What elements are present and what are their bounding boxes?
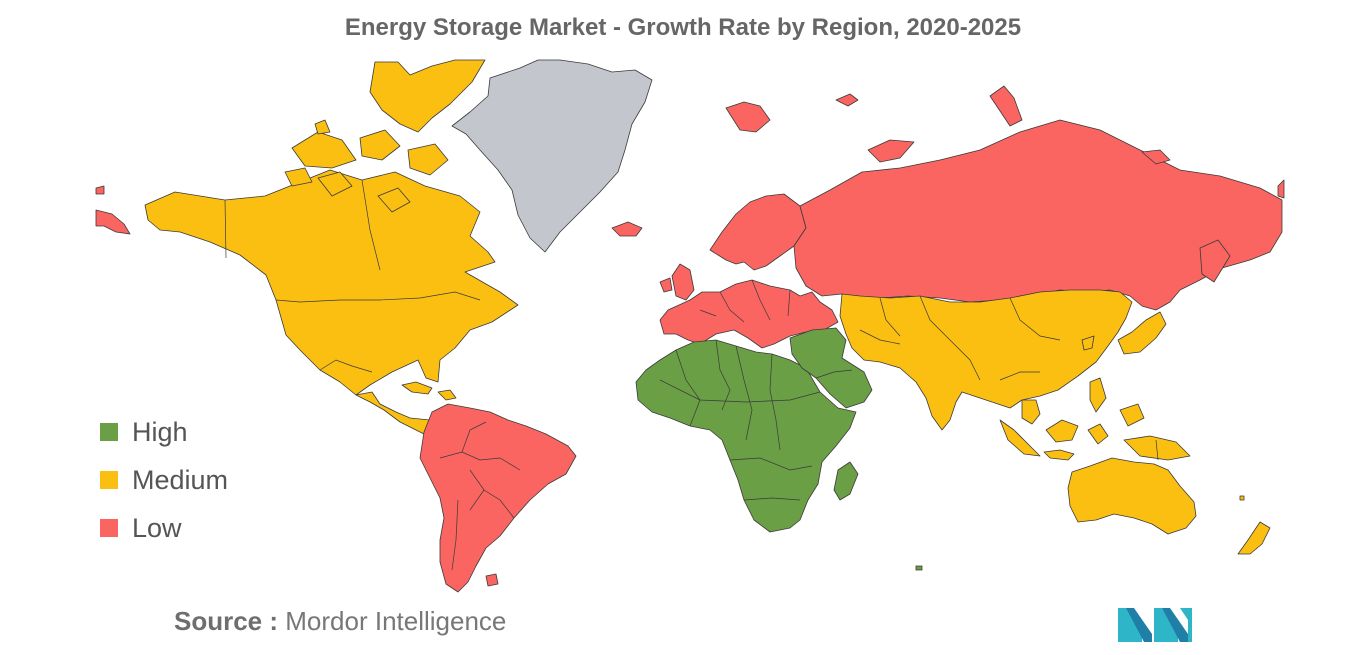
region-middle-east-africa	[635, 327, 923, 571]
region-europe	[611, 93, 859, 349]
mordor-intelligence-logo-icon	[1118, 608, 1192, 642]
source-text: Mordor Intelligence	[285, 606, 507, 636]
legend-swatch-high	[100, 423, 118, 441]
region-north-america	[144, 59, 519, 437]
legend-item-medium: Medium	[100, 456, 228, 504]
region-greenland	[451, 59, 653, 253]
legend: High Medium Low	[100, 408, 228, 552]
legend-item-high: High	[100, 408, 228, 456]
region-asia-pacific	[839, 289, 1271, 555]
region-south-america	[419, 403, 577, 593]
chart-title: Energy Storage Market - Growth Rate by R…	[344, 14, 1022, 41]
legend-label-low: Low	[132, 512, 182, 543]
legend-label-high: High	[132, 416, 188, 447]
legend-swatch-low	[100, 519, 118, 537]
legend-item-low: Low	[100, 504, 228, 552]
source-label: Source :	[174, 606, 279, 636]
source-note: Source : Mordor Intelligence	[174, 606, 506, 637]
legend-swatch-medium	[100, 471, 118, 489]
region-russia	[95, 85, 1285, 311]
legend-label-medium: Medium	[132, 464, 229, 495]
